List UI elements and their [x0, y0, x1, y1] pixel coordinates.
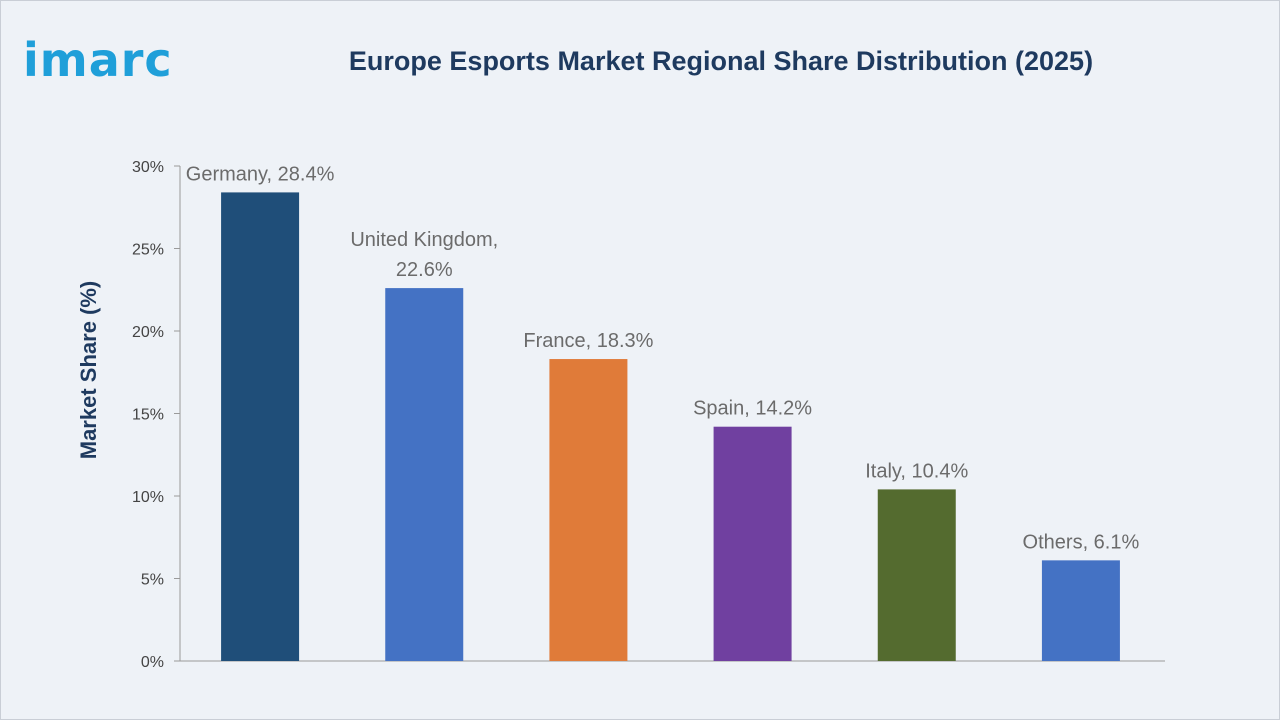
y-axis: 0% 5% 10% 15% 20% 25% 30% [132, 159, 1165, 671]
chart-title: Europe Esports Market Regional Share Dis… [348, 46, 1094, 76]
y-tick-label: 15% [132, 407, 164, 424]
bar-others [1041, 560, 1120, 661]
data-label-germany: Germany, 28.4% [186, 163, 335, 185]
imarc-logo: imarc [23, 33, 173, 87]
y-tick-label: 25% [132, 242, 164, 259]
bar-france [549, 359, 628, 661]
data-label-united-kingdom: 22.6% [396, 259, 453, 281]
y-tick-label: 20% [132, 324, 164, 341]
data-label-united-kingdom: United Kingdom, [350, 229, 498, 251]
y-tick-label: 0% [141, 654, 164, 671]
y-tick-label: 10% [132, 489, 164, 506]
bar-spain [713, 426, 792, 661]
bar-italy [877, 489, 956, 661]
data-label-france: France, 18.3% [523, 330, 653, 352]
y-tick-label: 5% [141, 572, 164, 589]
bars [221, 192, 1120, 661]
data-labels: Germany, 28.4% United Kingdom, 22.6% France… [186, 163, 1140, 553]
data-label-others: Others, 6.1% [1023, 531, 1140, 553]
y-axis-label: Market Share (%) [76, 281, 101, 460]
bar-germany [221, 192, 300, 661]
bar-united-kingdom [385, 288, 464, 661]
data-label-italy: Italy, 10.4% [865, 460, 968, 482]
y-tick-label: 30% [132, 159, 164, 176]
data-label-spain: Spain, 14.2% [693, 398, 812, 420]
